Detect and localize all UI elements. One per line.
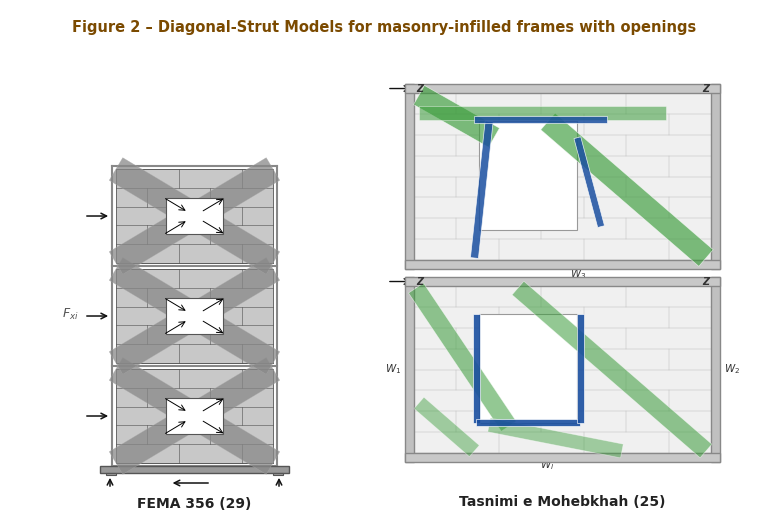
Bar (414, 286, 711, 453)
Polygon shape (414, 85, 500, 147)
Polygon shape (109, 158, 280, 274)
Text: Z: Z (416, 277, 423, 287)
Text: $W_1$: $W_1$ (384, 363, 401, 376)
Polygon shape (476, 419, 581, 427)
Bar (166, 398, 223, 434)
Bar (273, 473, 283, 475)
Text: Z: Z (702, 83, 709, 93)
Bar (405, 453, 720, 462)
Polygon shape (109, 358, 280, 474)
Bar (106, 473, 116, 475)
Bar (405, 277, 720, 286)
Polygon shape (488, 418, 623, 458)
Polygon shape (471, 121, 493, 258)
Bar (479, 122, 578, 230)
Text: Tasnimi e Mohebkhah (25): Tasnimi e Mohebkhah (25) (459, 495, 666, 509)
Bar (414, 93, 711, 260)
Bar (405, 84, 720, 93)
Bar (405, 260, 720, 269)
Polygon shape (414, 397, 479, 456)
Polygon shape (419, 106, 667, 120)
Text: $W_3$: $W_3$ (570, 267, 587, 280)
Bar (405, 277, 414, 462)
Bar (711, 84, 720, 269)
Polygon shape (474, 116, 607, 123)
Polygon shape (408, 283, 516, 431)
Polygon shape (109, 258, 280, 374)
Bar (116, 269, 273, 363)
Polygon shape (577, 314, 584, 423)
Bar (116, 369, 273, 463)
Bar (166, 298, 223, 334)
Text: Z: Z (416, 83, 423, 93)
Polygon shape (109, 158, 280, 274)
Text: Z: Z (702, 277, 709, 287)
Text: FEMA 356 (29): FEMA 356 (29) (138, 497, 251, 511)
Text: $F_{xi}$: $F_{xi}$ (62, 307, 79, 322)
Bar (711, 277, 720, 462)
Polygon shape (109, 358, 280, 474)
Bar (405, 84, 414, 269)
Text: $W_l$: $W_l$ (540, 458, 554, 472)
Bar (479, 314, 578, 423)
Bar (116, 169, 273, 263)
Text: Figure 2 – Diagonal-Strut Models for masonry-infilled frames with openings: Figure 2 – Diagonal-Strut Models for mas… (72, 20, 697, 35)
Polygon shape (512, 281, 712, 458)
Polygon shape (109, 258, 280, 374)
Bar (166, 198, 223, 234)
Polygon shape (473, 314, 480, 423)
Polygon shape (541, 113, 713, 266)
Text: $W_2$: $W_2$ (724, 363, 740, 376)
Polygon shape (574, 137, 604, 227)
Bar (100, 466, 289, 473)
